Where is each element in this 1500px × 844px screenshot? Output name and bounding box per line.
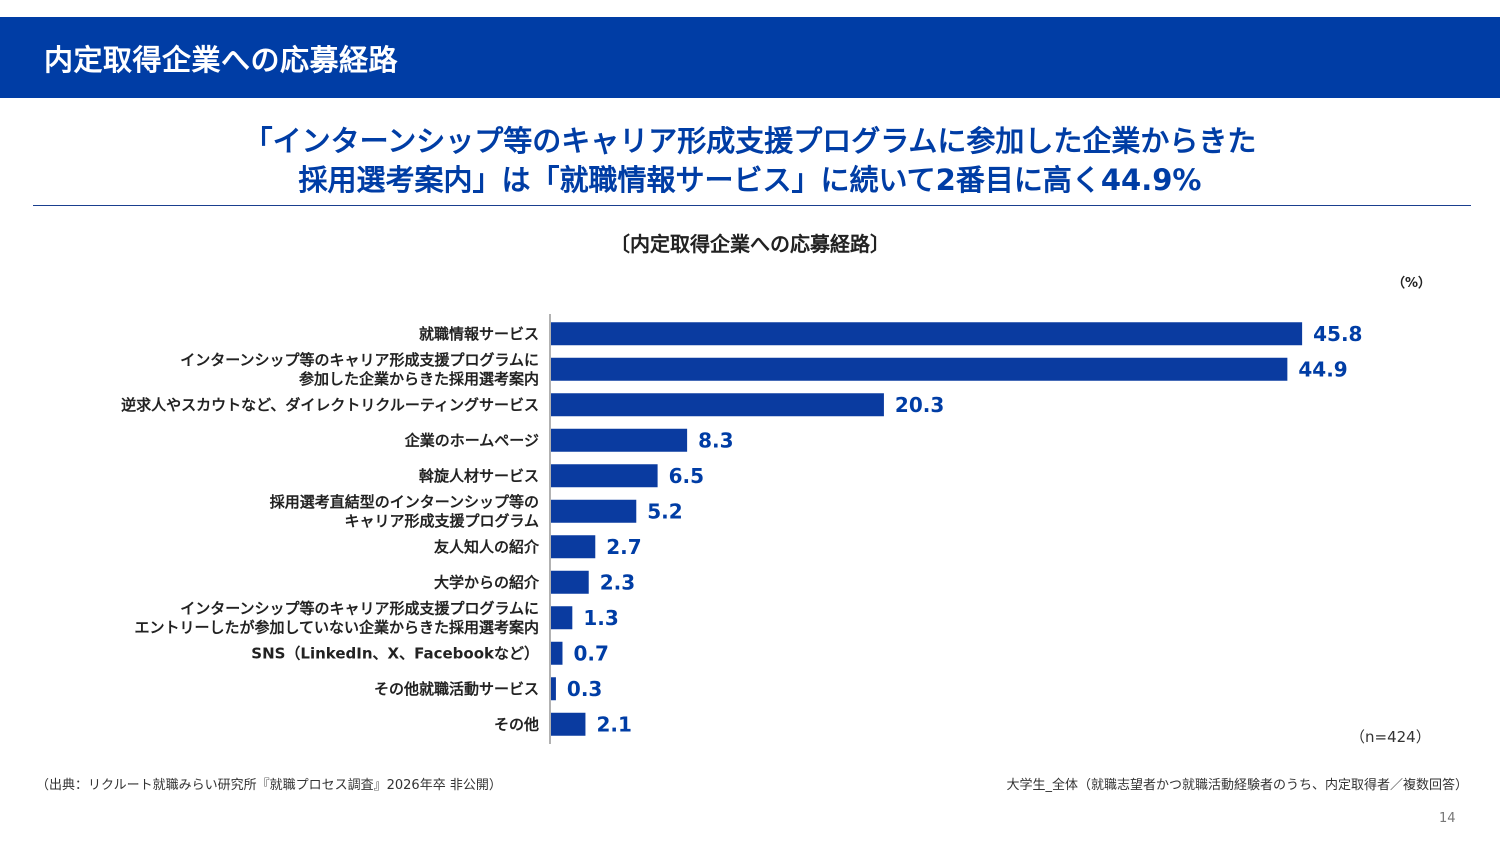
category-label: インターンシップ等のキャリア形成支援プログラムに bbox=[180, 599, 539, 617]
bar bbox=[551, 357, 1288, 381]
category-label: インターンシップ等のキャリア形成支援プログラムに bbox=[180, 351, 539, 369]
data-label: 1.3 bbox=[583, 606, 618, 630]
data-label: 5.2 bbox=[647, 499, 682, 523]
headline-line-2: 採用選考案内」は「就職情報サービス」に続いて2番目に高く44.9% bbox=[298, 163, 1202, 197]
data-label: 2.7 bbox=[606, 535, 641, 559]
chart-title: 〔内定取得企業への応募経路〕 bbox=[610, 232, 890, 256]
category-label: 友人知人の紹介 bbox=[434, 538, 540, 556]
bar bbox=[551, 393, 884, 417]
category-label: エントリーしたが参加していない企業からきた採用選考案内 bbox=[134, 618, 539, 636]
category-label: 大学からの紹介 bbox=[434, 573, 540, 591]
page-number: 14 bbox=[1439, 811, 1456, 826]
bar bbox=[551, 606, 573, 630]
bar bbox=[551, 464, 658, 488]
category-label: 逆求人やスカウトなど、ダイレクトリクルーティングサービス bbox=[121, 396, 539, 414]
bar bbox=[551, 428, 688, 452]
category-label: その他 bbox=[494, 715, 539, 733]
data-label: 44.9 bbox=[1298, 357, 1347, 381]
bar bbox=[551, 499, 637, 523]
category-label: SNS（LinkedIn、X、Facebookなど） bbox=[251, 644, 539, 662]
sample-size-note: （n=424） bbox=[1350, 728, 1431, 746]
category-label: 就職情報サービス bbox=[419, 325, 539, 343]
data-label: 2.3 bbox=[600, 570, 635, 594]
bar bbox=[551, 641, 563, 665]
data-label: 45.8 bbox=[1313, 322, 1362, 346]
category-label: 企業のホームページ bbox=[404, 431, 539, 449]
data-label: 0.3 bbox=[567, 677, 602, 701]
title-band bbox=[0, 17, 1500, 98]
bar bbox=[551, 535, 596, 559]
data-label: 2.1 bbox=[596, 712, 631, 736]
data-label: 8.3 bbox=[698, 428, 733, 452]
bar bbox=[551, 677, 556, 701]
unit-label: （%） bbox=[1392, 276, 1432, 291]
category-label: その他就職活動サービス bbox=[374, 680, 539, 698]
slide-title: 内定取得企業への応募経路 bbox=[44, 43, 399, 77]
divider bbox=[33, 205, 1471, 206]
category-label: 採用選考直結型のインターンシップ等の bbox=[270, 493, 539, 511]
category-label: 参加した企業からきた採用選考案内 bbox=[299, 370, 539, 388]
data-label: 6.5 bbox=[669, 464, 704, 488]
bar bbox=[551, 712, 586, 736]
bar bbox=[551, 322, 1303, 346]
source-note: （出典：リクルート就職みらい研究所『就職プロセス調査』2026年卒 非公開） bbox=[36, 778, 502, 793]
headline-line-1: 「インターンシップ等のキャリア形成支援プログラムに参加した企業からきた bbox=[243, 124, 1257, 158]
data-label: 20.3 bbox=[895, 393, 944, 417]
category-label: キャリア形成支援プログラム bbox=[344, 512, 539, 530]
category-label: 斡旋人材サービス bbox=[419, 467, 539, 485]
respondents-note: 大学生_全体（就職志望者かつ就職活動経験者のうち、内定取得者／複数回答） bbox=[1006, 778, 1468, 793]
data-label: 0.7 bbox=[573, 641, 608, 665]
bar bbox=[551, 570, 589, 594]
